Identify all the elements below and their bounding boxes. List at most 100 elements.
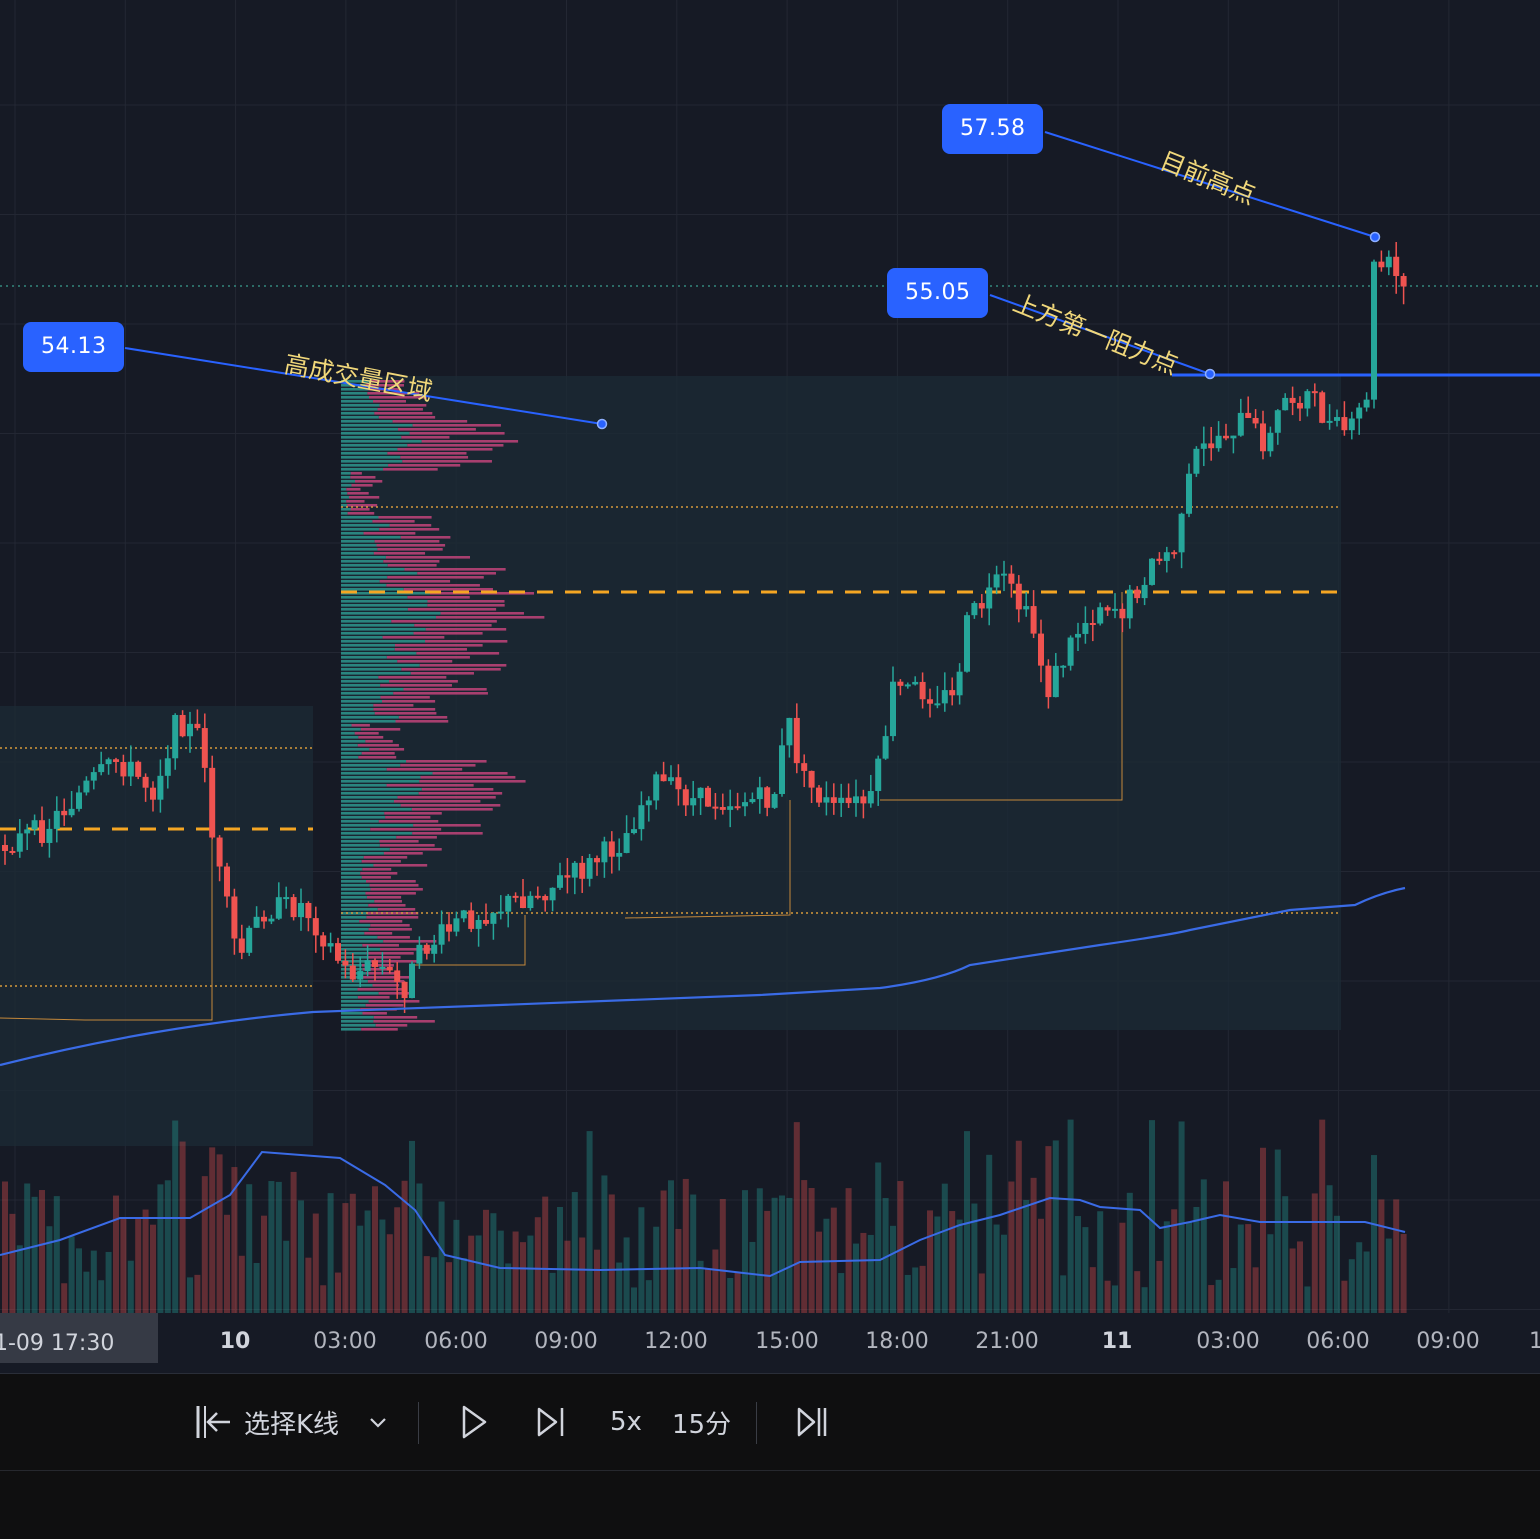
profile-bar-sell xyxy=(379,840,419,843)
profile-bar-buy xyxy=(341,952,367,955)
profile-bar-sell xyxy=(383,852,423,855)
profile-bar-buy xyxy=(341,388,369,391)
volume-bar xyxy=(68,1236,75,1313)
profile-bar-sell xyxy=(401,668,501,671)
profile-bar-sell xyxy=(419,780,526,783)
profile-bar-sell xyxy=(406,760,487,763)
candle-body xyxy=(882,736,889,759)
volume-bar xyxy=(497,1230,504,1313)
profile-bar-buy xyxy=(341,496,349,499)
candle-body xyxy=(216,837,223,867)
profile-bar-buy xyxy=(341,528,380,531)
profile-bar-sell xyxy=(361,876,391,879)
volume-bar xyxy=(549,1272,556,1313)
profile-bar-buy xyxy=(341,408,378,411)
profile-bar-buy xyxy=(341,956,368,959)
chevron-down-icon[interactable] xyxy=(367,1411,389,1433)
volume-bar xyxy=(964,1131,970,1313)
crosshair-time-label: 1-09 17:30 xyxy=(0,1313,158,1363)
chart-canvas[interactable] xyxy=(0,0,1540,1313)
profile-bar-sell xyxy=(402,460,492,463)
profile-bar-sell xyxy=(425,640,508,643)
profile-bar-buy xyxy=(341,380,371,383)
step-forward-button[interactable] xyxy=(536,1396,566,1448)
toolbar-divider xyxy=(418,1402,419,1444)
volume-bar xyxy=(1052,1140,1059,1313)
speed-button[interactable]: 5x xyxy=(610,1396,642,1448)
profile-bar-buy xyxy=(341,708,374,711)
level-lines xyxy=(0,285,1540,1021)
candle-body xyxy=(372,960,378,967)
profile-bar-buy xyxy=(341,704,374,707)
volume-bar xyxy=(838,1273,845,1313)
volume-bar xyxy=(623,1237,630,1313)
profile-bar-sell xyxy=(365,384,404,387)
profile-bar-sell xyxy=(350,472,362,475)
candle-body xyxy=(801,763,808,771)
profile-bar-buy xyxy=(341,772,433,775)
candle-body xyxy=(1400,276,1407,287)
profile-bar-sell xyxy=(383,560,440,563)
candle-body xyxy=(327,943,334,947)
candle-body xyxy=(853,796,859,804)
profile-bar-buy xyxy=(341,512,348,515)
volume-bar xyxy=(246,1184,253,1313)
volume-bar xyxy=(904,1274,911,1313)
profile-bar-buy xyxy=(341,440,422,443)
candle-body xyxy=(749,799,756,803)
profile-bar-buy xyxy=(341,720,396,723)
profile-bar-sell xyxy=(362,968,392,971)
time-axis[interactable]: 10 03:00 06:00 09:00 12:00 15:00 18:00 21:00 11 0… xyxy=(0,1313,1540,1373)
profile-bar-sell xyxy=(374,900,402,903)
profile-bar-sell xyxy=(366,972,396,975)
candle-body xyxy=(934,703,941,706)
profile-bar-sell xyxy=(421,440,519,443)
profile-bar-sell xyxy=(366,916,419,919)
profile-bar-buy xyxy=(341,848,390,851)
profile-bar-buy xyxy=(341,868,363,871)
volume-bar xyxy=(594,1249,600,1313)
profile-bar-buy xyxy=(341,852,384,855)
volume-bar xyxy=(1119,1222,1126,1313)
go-to-realtime-button[interactable] xyxy=(796,1396,828,1448)
profile-bar-sell xyxy=(385,556,471,559)
play-button[interactable] xyxy=(460,1396,488,1448)
profile-bar-buy xyxy=(341,820,379,823)
volume-bar xyxy=(949,1211,956,1313)
volume-bar xyxy=(216,1154,223,1313)
profile-bar-sell xyxy=(419,664,507,667)
profile-bar-buy xyxy=(341,400,374,403)
candle-body xyxy=(830,797,837,803)
volume-bar xyxy=(113,1195,119,1313)
candle-body xyxy=(142,776,149,788)
volume-bar xyxy=(1023,1200,1030,1313)
candle-body xyxy=(90,772,97,781)
price-tag-volume-zone[interactable]: 54.13 xyxy=(23,322,125,372)
candle-body xyxy=(1230,435,1237,439)
profile-bar-buy xyxy=(341,600,428,603)
profile-bar-sell xyxy=(397,660,453,663)
price-tag-high[interactable]: 57.58 xyxy=(942,104,1044,154)
volume-bar xyxy=(1082,1227,1089,1313)
candle-body xyxy=(734,806,741,809)
candle-body xyxy=(1097,607,1104,624)
profile-bar-buy xyxy=(341,1012,363,1015)
candle-body xyxy=(1260,423,1266,452)
play-icon xyxy=(462,1405,487,1439)
volume-bar xyxy=(668,1180,674,1313)
profile-bar-sell xyxy=(370,888,423,891)
volume-bar xyxy=(1112,1285,1118,1313)
profile-bar-sell xyxy=(374,540,440,543)
profile-bar-sell xyxy=(378,516,432,519)
profile-bar-sell xyxy=(365,1004,404,1007)
volume-bar xyxy=(386,1234,393,1313)
profile-bar-buy xyxy=(341,744,358,747)
profile-bar-buy xyxy=(341,784,387,787)
profile-bar-buy xyxy=(341,768,387,771)
interval-button[interactable]: 15分 xyxy=(672,1396,731,1448)
candle-body xyxy=(1082,623,1089,634)
select-bar-button[interactable]: 选择K线 xyxy=(196,1396,389,1448)
volume-bar xyxy=(9,1213,16,1313)
profile-bar-buy xyxy=(341,1008,361,1011)
price-tag-resistance[interactable]: 55.05 xyxy=(887,268,989,318)
